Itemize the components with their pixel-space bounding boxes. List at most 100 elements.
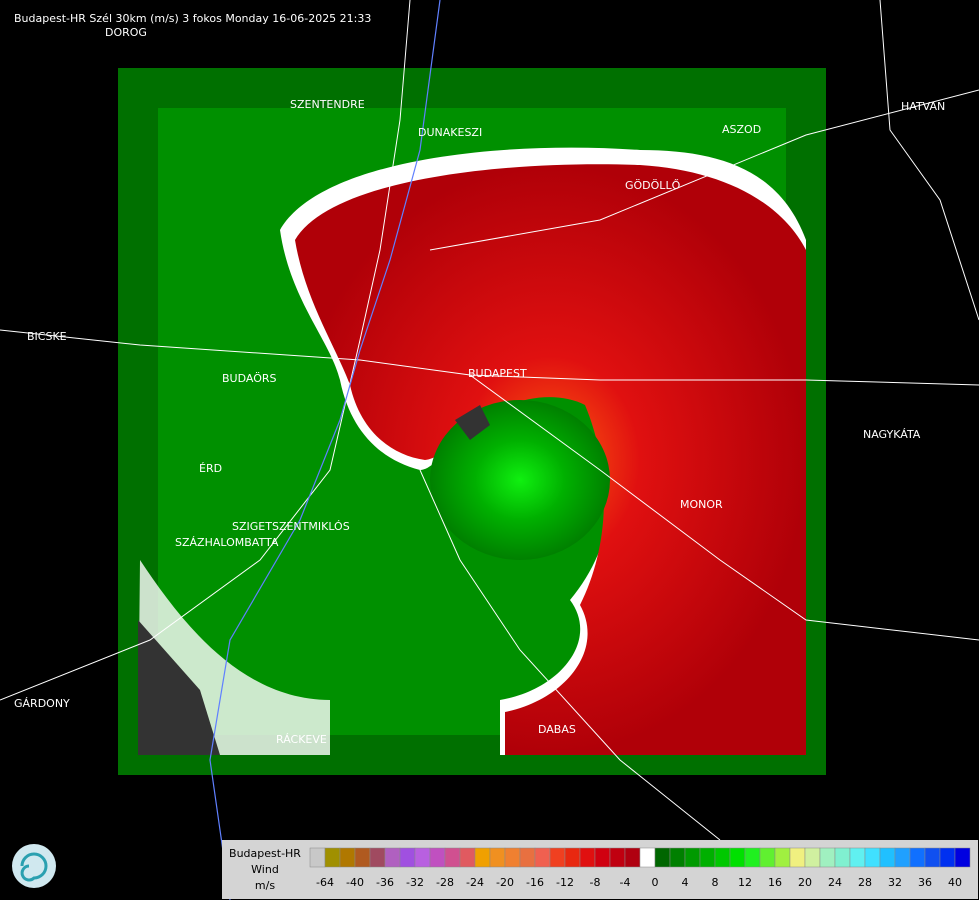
place-label: ÉRD (199, 462, 222, 475)
river (209, 0, 441, 900)
color-swatch (699, 847, 716, 868)
legend-tick: 12 (738, 876, 752, 889)
place-label: SZÁZHALOMBATTA (175, 536, 279, 549)
legend-tick: -16 (526, 876, 544, 889)
color-swatch (309, 847, 326, 868)
color-swatch (819, 847, 836, 868)
place-label: DABAS (538, 723, 576, 736)
color-swatch (564, 847, 581, 868)
color-swatch (954, 847, 971, 868)
legend-tick: -4 (620, 876, 631, 889)
legend-tick: -28 (436, 876, 454, 889)
legend-tick: -24 (466, 876, 484, 889)
color-swatch (789, 847, 806, 868)
color-swatch (414, 847, 431, 868)
radar (118, 68, 826, 775)
color-swatch (864, 847, 881, 868)
color-swatch (489, 847, 506, 868)
color-swatch (429, 847, 446, 868)
color-swatch (849, 847, 866, 868)
place-label: RÁCKEVE (276, 733, 327, 746)
legend-tick: -8 (590, 876, 601, 889)
color-swatch (744, 847, 761, 868)
road (879, 0, 979, 321)
color-swatch (804, 847, 821, 868)
legend-name: Budapest-HR (229, 847, 301, 860)
no-data (138, 620, 220, 755)
color-swatch (729, 847, 746, 868)
place-label: BICSKE (27, 330, 67, 343)
color-swatch (939, 847, 956, 868)
color-swatch (324, 847, 341, 868)
legend-tick: -36 (376, 876, 394, 889)
place-label: GÖDÖLLŐ (625, 178, 681, 192)
place-label: MONOR (680, 498, 723, 511)
place-label: SZIGETSZENTMIKLÓS (232, 520, 350, 533)
legend-tick: 36 (918, 876, 932, 889)
legend-tick: -12 (556, 876, 574, 889)
place-label: SZENTENDRE (290, 98, 365, 111)
color-swatch (474, 847, 491, 868)
color-swatch (684, 847, 701, 868)
color-swatch (384, 847, 401, 868)
color-swatch (444, 847, 461, 868)
place-label: DUNAKESZI (418, 126, 482, 139)
legend-tick: -64 (316, 876, 334, 889)
legend-tick: 8 (712, 876, 719, 889)
color-swatch (774, 847, 791, 868)
legend-tick: 28 (858, 876, 872, 889)
place-label: HATVAN (901, 100, 945, 113)
road (0, 0, 411, 701)
color-swatch (339, 847, 356, 868)
color-swatch (579, 847, 596, 868)
color-swatch (609, 847, 626, 868)
place-label: NAGYKÁTA (863, 428, 921, 441)
place-label: BUDAÖRS (222, 372, 277, 385)
legend-quantity: Wind (251, 863, 279, 876)
legend-tick: 20 (798, 876, 812, 889)
radar-inbound (430, 400, 610, 560)
color-swatch (399, 847, 416, 868)
logo-mark (20, 852, 48, 882)
color-swatch (894, 847, 911, 868)
radar-outbound (295, 164, 806, 756)
color-swatch (534, 847, 551, 868)
color-swatch (354, 847, 371, 868)
legend-tick: 0 (652, 876, 659, 889)
logo (12, 844, 56, 888)
color-swatch (549, 847, 566, 868)
road (419, 469, 721, 841)
color-swatch (714, 847, 731, 868)
legend-tick: -20 (496, 876, 514, 889)
color-swatch (834, 847, 851, 868)
place-label: GÁRDONY (14, 697, 70, 710)
road (429, 89, 979, 251)
legend-tick: -40 (346, 876, 364, 889)
color-swatch (459, 847, 476, 868)
color-swatch (654, 847, 671, 868)
no-data (455, 405, 490, 440)
color-swatch (639, 847, 656, 868)
color-swatch (924, 847, 941, 868)
legend-tick: 40 (948, 876, 962, 889)
color-swatch (669, 847, 686, 868)
legend-scale: -64 -40 -36 -32 -28 -24 -20 -16 -12 -8 -4 0 4 8 12 16 20… (309, 847, 971, 889)
place-label: ASZOD (722, 123, 761, 136)
legend-unit: m/s (255, 879, 275, 892)
color-swatch (909, 847, 926, 868)
place-label: BUDAPEST (468, 367, 527, 380)
legend-tick: 16 (768, 876, 782, 889)
road (469, 374, 979, 641)
title: Budapest-HR Szél 30km (m/s) 3 fokos Mond… (14, 12, 371, 25)
color-swatch (504, 847, 521, 868)
legend-tick: 32 (888, 876, 902, 889)
color-swatch (879, 847, 896, 868)
color-swatch (369, 847, 386, 868)
color-swatch (519, 847, 536, 868)
legend-tick: 4 (682, 876, 689, 889)
place-label: DOROG (105, 26, 147, 39)
color-swatch (759, 847, 776, 868)
legend-tick: 24 (828, 876, 842, 889)
roads (0, 0, 979, 841)
